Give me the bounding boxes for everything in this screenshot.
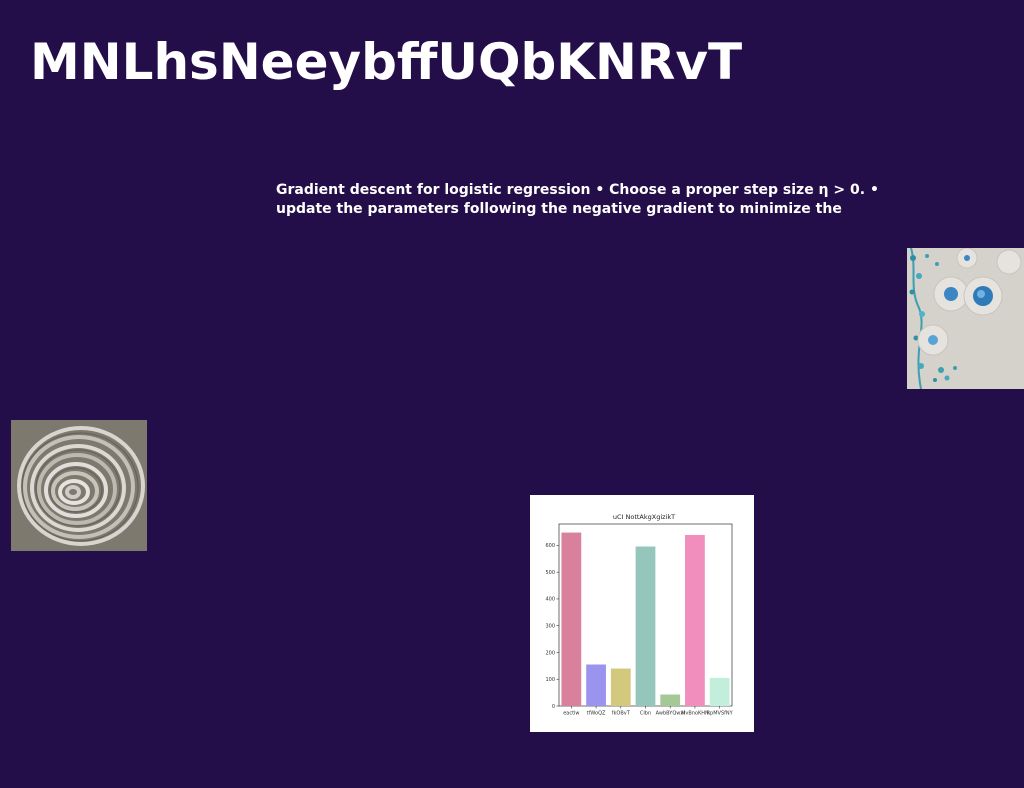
- x-tick-label: MvBnoKHN: [681, 711, 709, 717]
- chart-bar: [635, 546, 656, 706]
- chart-title: uCI NottAkgXgizikT: [613, 513, 675, 521]
- x-tick-label: CIbn: [640, 711, 651, 717]
- chart-bar: [660, 694, 681, 706]
- x-tick-label: RpMVSfNY: [707, 711, 734, 717]
- x-tick-label: AwbBYQwxi: [656, 711, 685, 717]
- y-tick-label: 500: [545, 570, 555, 576]
- y-tick-label: 200: [545, 650, 555, 656]
- x-tick-label: tfWoQZ: [587, 711, 606, 717]
- chart-bar: [586, 664, 606, 706]
- chart-bar: [610, 668, 631, 706]
- y-tick-label: 100: [545, 677, 555, 683]
- x-tick-label: fkOBvT: [612, 711, 631, 717]
- slide-title: MNLhsNeeybffUQbKNRvT: [30, 33, 743, 91]
- x-tick-label: eactlw: [563, 711, 579, 717]
- beads-photo: [907, 248, 1024, 389]
- slide-body-text: Gradient descent for logistic regression…: [276, 182, 879, 217]
- y-tick-label: 0: [552, 704, 555, 710]
- chart-bar: [685, 534, 705, 706]
- y-tick-label: 400: [545, 597, 555, 603]
- chart-bar: [709, 677, 730, 706]
- paper-spiral-photo: [11, 420, 147, 551]
- bar-chart: uCI NottAkgXgizikT 0 100 200 300 400 500 600 ea…: [530, 495, 754, 732]
- y-tick-label: 300: [545, 624, 555, 630]
- chart-bar: [561, 532, 582, 706]
- y-tick-label: 600: [545, 543, 555, 549]
